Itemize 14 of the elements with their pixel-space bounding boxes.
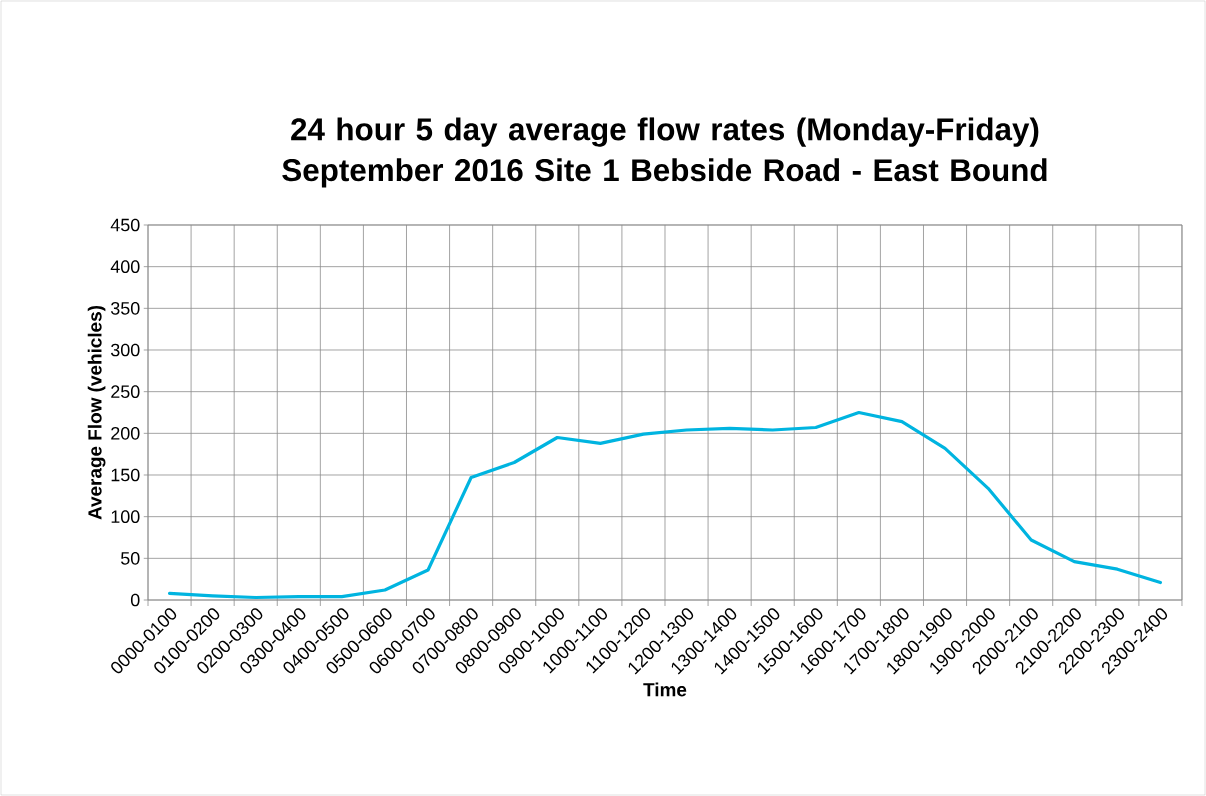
y-tick-label: 0 xyxy=(130,593,140,607)
y-tick-label: 150 xyxy=(111,468,140,482)
x-axis-title: Time xyxy=(643,682,687,697)
y-axis-title: Average Flow (vehicles) xyxy=(87,305,106,520)
y-tick-label: 400 xyxy=(110,260,140,274)
y-tick-label: 350 xyxy=(111,301,140,315)
chart-title: 24 hour 5 day average flow rates (Monday-Friday) September 2016 Site 1 Bebside Road - East Bound xyxy=(282,117,1047,188)
y-tick-label: 50 xyxy=(121,551,140,565)
y-tick-label: 100 xyxy=(111,510,140,524)
y-tick-label: 300 xyxy=(111,343,140,357)
y-tick-label: 250 xyxy=(111,385,140,399)
y-tick-label: 450 xyxy=(110,218,140,232)
y-tick-label: 200 xyxy=(111,426,140,440)
line-series xyxy=(167,410,1163,600)
